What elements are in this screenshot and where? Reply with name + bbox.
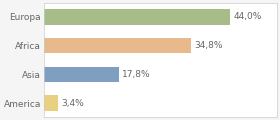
- Text: 3,4%: 3,4%: [61, 99, 84, 108]
- Text: 34,8%: 34,8%: [194, 41, 223, 50]
- Text: 17,8%: 17,8%: [122, 70, 151, 79]
- Bar: [44, 66, 119, 82]
- Text: 44,0%: 44,0%: [233, 12, 262, 21]
- Bar: [44, 38, 191, 54]
- Bar: [44, 96, 58, 111]
- Bar: [44, 9, 230, 24]
